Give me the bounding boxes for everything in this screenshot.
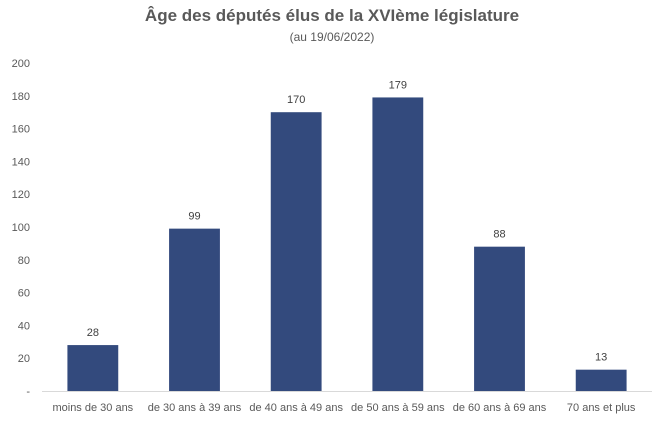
x-category-label: de 40 ans à 49 ans (249, 402, 343, 414)
bar-value-label: 28 (87, 327, 99, 339)
bar (474, 246, 525, 391)
x-category-label: moins de 30 ans (52, 402, 133, 414)
x-axis-labels: moins de 30 ans de 30 ans à 39 ans de 40 a… (52, 402, 635, 414)
x-category-label: 70 ans et plus (567, 402, 636, 414)
data-labels: 28 99 170 179 88 13 (87, 79, 608, 363)
bar (270, 112, 322, 391)
bar-value-label: 179 (389, 79, 407, 91)
bar-value-label: 99 (188, 211, 200, 223)
y-tick-label: 80 (18, 255, 30, 267)
y-tick-label: 180 (12, 91, 30, 103)
y-axis-ticks: - 20 40 60 80 100 120 140 160 180 200 (12, 58, 31, 398)
x-category-label: de 60 ans à 69 ans (453, 402, 547, 414)
bars (67, 97, 627, 391)
chart-subtitle: (au 19/06/2022) (289, 30, 375, 44)
y-tick-label: - (26, 386, 30, 398)
y-tick-label: 140 (12, 156, 30, 168)
bar (67, 345, 119, 391)
bar-value-label: 13 (595, 352, 607, 364)
chart-title: Âge des députés élus de la XVIème législ… (144, 6, 520, 25)
y-tick-label: 200 (12, 58, 30, 70)
y-tick-label: 20 (18, 353, 30, 365)
bar-value-label: 88 (493, 229, 505, 241)
bar-value-label: 170 (287, 94, 305, 106)
bar (169, 228, 220, 391)
y-tick-label: 120 (12, 189, 30, 201)
bar (372, 97, 424, 391)
y-tick-label: 100 (12, 222, 30, 234)
y-tick-label: 60 (18, 288, 30, 300)
y-tick-label: 40 (18, 320, 30, 332)
x-category-label: de 30 ans à 39 ans (148, 402, 242, 414)
x-category-label: de 50 ans à 59 ans (351, 402, 445, 414)
bar (575, 369, 627, 391)
y-tick-label: 160 (12, 124, 30, 136)
